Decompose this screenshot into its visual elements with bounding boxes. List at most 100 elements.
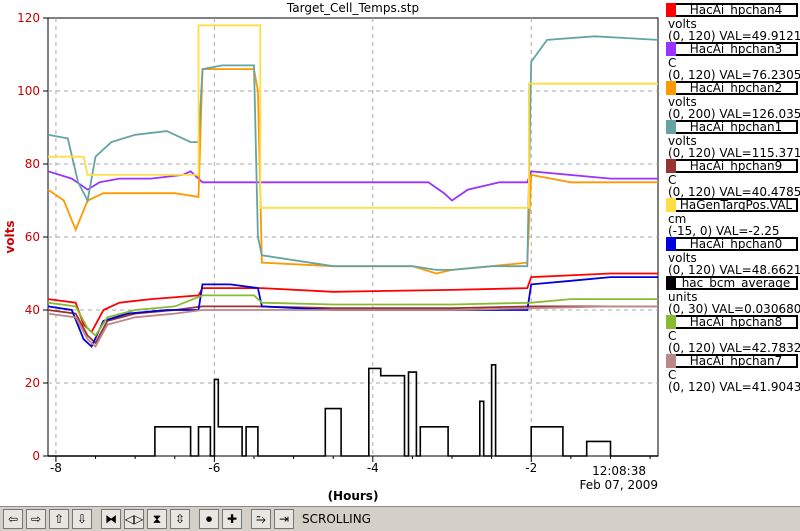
toolbar: ⇦ ⇨ ⇧ ⇩ ⧓ ◁▷ ⧗ ⇳ ⏺ ✚ ⥲ ⇥ SCROLLING: [0, 506, 800, 531]
strip-chart[interactable]: 0 20 40 60 80 100 120 -8 -6 -4 -2 Target_Cell_Temp…: [0, 0, 662, 506]
zoom-in-x-button[interactable]: ⧓: [101, 509, 121, 529]
legend-range-value: (0, 30) VAL=0.0306802: [668, 302, 800, 316]
legend-label: HacAi_hpchan3: [689, 42, 783, 56]
legend-label: HacAi_hpchan4: [689, 3, 783, 17]
legend-unit: C: [668, 173, 677, 187]
legend-range-value: (0, 200) VAL=126.035: [668, 107, 800, 121]
legend-range-value: (-15, 0) VAL=-2.25: [668, 224, 780, 238]
legend-item[interactable]: HacAi_hpchan3 C (0, 120) VAL=76.2305: [662, 41, 800, 82]
timestamp-time: 12:08:38: [592, 464, 646, 478]
legend-label: HacAi_hpchan2: [689, 81, 783, 95]
legend-item[interactable]: HacAi_hpchan9 C (0, 120) VAL=40.4785: [662, 158, 800, 199]
legend-label: HacAi_hpchan0: [689, 237, 783, 251]
x-tick-label: -8: [50, 461, 62, 475]
legend-range-value: (0, 120) VAL=40.4785: [668, 185, 800, 199]
legend-swatch: [666, 42, 676, 56]
y-tick-label: 40: [25, 303, 40, 317]
legend-label-box[interactable]: HacAi_hpchan1: [666, 120, 798, 134]
legend-unit: C: [668, 329, 677, 343]
series-line-hacai-hpchan4: [47, 272, 658, 334]
legend-label-box[interactable]: HacAi_hpchan3: [666, 42, 798, 56]
legend-label-box[interactable]: HacAi_hpchan8: [666, 315, 798, 329]
legend-item[interactable]: HacAi_hpchan8 C (0, 120) VAL=42.7832: [662, 314, 800, 355]
series-line-hacai-hpchan3: [47, 170, 658, 202]
legend-range-value: (0, 120) VAL=41.9043: [668, 380, 800, 394]
legend-unit: volts: [668, 251, 697, 265]
legend-label: HacAi_hpchan9: [689, 159, 783, 173]
y-tick-label: 100: [17, 84, 40, 98]
legend-label-box[interactable]: HacAi_hpchan0: [666, 237, 798, 251]
legend-label-box[interactable]: HaGenTargPos.VAL: [666, 198, 798, 212]
series-line-hacai-hpchan9: [47, 305, 658, 345]
legend-label-box[interactable]: HacAi_hpchan2: [666, 81, 798, 95]
y-axis-label: volts: [3, 220, 17, 253]
zoom-in-y-button[interactable]: ⧗: [147, 509, 167, 529]
legend-item[interactable]: hac_bcm_average units (0, 30) VAL=0.030680…: [662, 275, 800, 316]
autoscale-button[interactable]: ⥲: [251, 509, 271, 529]
series-line-hacai-hpchan2: [47, 68, 658, 275]
x-axis-label: (Hours): [328, 489, 379, 503]
x-tick-label: -2: [525, 461, 537, 475]
legend-label: HaGenTargPos.VAL: [679, 198, 793, 212]
legend-range-value: (0, 120) VAL=42.7832: [668, 341, 800, 355]
legend-label-box[interactable]: HacAi_hpchan7: [666, 354, 798, 368]
end-button[interactable]: ⇥: [274, 509, 294, 529]
legend-unit: volts: [668, 134, 697, 148]
legend-item[interactable]: HacAi_hpchan2 volts (0, 200) VAL=126.035: [662, 80, 800, 121]
x-tick-label: -6: [208, 461, 220, 475]
legend-range-value: (0, 120) VAL=48.6621: [668, 263, 800, 277]
legend-unit: C: [668, 368, 677, 382]
scroll-left-button[interactable]: ⇦: [3, 509, 23, 529]
legend-swatch: [666, 120, 676, 134]
series-line-hacai-hpchan0: [47, 276, 658, 348]
scroll-up-button[interactable]: ⇧: [49, 509, 69, 529]
legend-unit: volts: [668, 95, 697, 109]
legend-item[interactable]: HacAi_hpchan1 volts (0, 120) VAL=115.371: [662, 119, 800, 160]
scroll-down-button[interactable]: ⇩: [72, 509, 92, 529]
legend-range-value: (0, 120) VAL=76.2305: [668, 68, 800, 82]
y-tick-label: 0: [32, 449, 40, 463]
legend-swatch: [666, 237, 676, 251]
y-tick-label: 120: [17, 11, 40, 25]
legend-swatch: [666, 81, 676, 95]
y-tick-label: 60: [25, 230, 40, 244]
legend-item[interactable]: HacAi_hpchan0 volts (0, 120) VAL=48.6621: [662, 236, 800, 277]
legend-label-box[interactable]: HacAi_hpchan9: [666, 159, 798, 173]
series-line-hacai-hpchan1: [47, 35, 659, 271]
series-line-hacai-hpchan7: [47, 305, 658, 348]
series-group: [47, 24, 659, 457]
record-button[interactable]: ⏺: [199, 509, 219, 529]
legend-swatch: [666, 198, 676, 212]
zoom-out-x-button[interactable]: ◁▷: [124, 509, 144, 529]
legend-label-box[interactable]: HacAi_hpchan4: [666, 3, 798, 17]
legend-swatch: [666, 315, 676, 329]
legend-label-box[interactable]: hac_bcm_average: [666, 276, 798, 290]
ticks: 0 20 40 60 80 100 120 -8 -6 -4 -2: [17, 11, 651, 475]
series-line-hac-bcm-average: [48, 364, 658, 457]
legend-label: HacAi_hpchan1: [689, 120, 783, 134]
legend-unit: volts: [668, 17, 697, 31]
zoom-out-y-button[interactable]: ⇳: [170, 509, 190, 529]
legend-swatch: [666, 276, 676, 290]
x-tick-label: -4: [367, 461, 379, 475]
legend-unit: units: [668, 290, 698, 304]
add-button[interactable]: ✚: [222, 509, 242, 529]
series-line-hacai-hpchan8: [47, 294, 658, 337]
legend-label: HacAi_hpchan7: [689, 354, 783, 368]
legend-item[interactable]: HacAi_hpchan4 volts (0, 120) VAL=49.9121: [662, 2, 800, 43]
y-tick-label: 20: [25, 376, 40, 390]
y-tick-label: 80: [25, 157, 40, 171]
legend-item[interactable]: HacAi_hpchan7 C (0, 120) VAL=41.9043: [662, 353, 800, 394]
timestamp-date: Feb 07, 2009: [580, 478, 659, 492]
legend-unit: cm: [668, 212, 687, 226]
legend-swatch: [666, 354, 676, 368]
legend-label: HacAi_hpchan8: [689, 315, 783, 329]
scroll-right-button[interactable]: ⇨: [26, 509, 46, 529]
legend-range-value: (0, 120) VAL=49.9121: [668, 29, 800, 43]
legend-item[interactable]: HaGenTargPos.VAL cm (-15, 0) VAL=-2.25: [662, 197, 800, 238]
legend-swatch: [666, 159, 676, 173]
legend-label: hac_bcm_average: [681, 276, 791, 290]
status-label: SCROLLING: [302, 512, 371, 526]
legend-unit: C: [668, 56, 677, 70]
legend-range-value: (0, 120) VAL=115.371: [668, 146, 800, 160]
